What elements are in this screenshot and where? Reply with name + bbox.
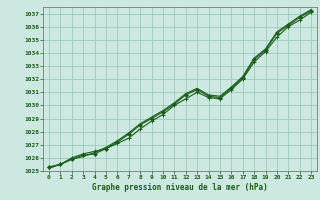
X-axis label: Graphe pression niveau de la mer (hPa): Graphe pression niveau de la mer (hPa) [92,183,268,192]
